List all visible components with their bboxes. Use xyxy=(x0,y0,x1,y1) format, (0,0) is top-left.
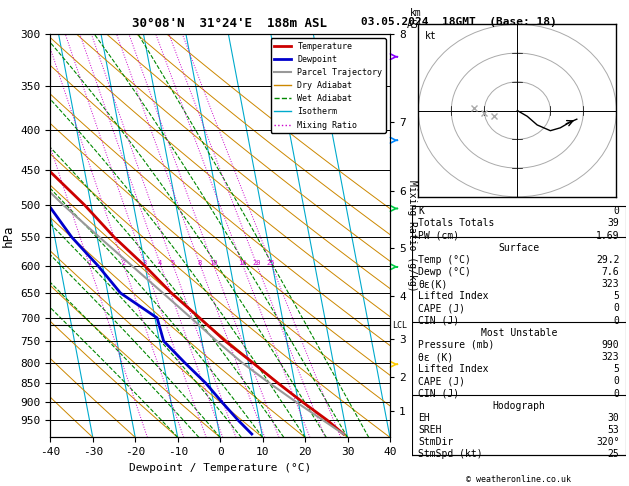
Text: 5: 5 xyxy=(613,364,620,374)
Text: K: K xyxy=(418,206,425,216)
Text: LCL: LCL xyxy=(392,320,407,330)
X-axis label: Dewpoint / Temperature (°C): Dewpoint / Temperature (°C) xyxy=(129,463,311,473)
Text: 323: 323 xyxy=(602,279,620,289)
Legend: Temperature, Dewpoint, Parcel Trajectory, Dry Adiabat, Wet Adiabat, Isotherm, Mi: Temperature, Dewpoint, Parcel Trajectory… xyxy=(271,38,386,133)
Text: 1.69: 1.69 xyxy=(596,230,620,241)
Text: kt: kt xyxy=(425,31,437,41)
Text: © weatheronline.co.uk: © weatheronline.co.uk xyxy=(467,474,571,484)
Y-axis label: hPa: hPa xyxy=(2,225,15,247)
Text: 30: 30 xyxy=(608,413,620,423)
Text: PW (cm): PW (cm) xyxy=(418,230,460,241)
Text: 20: 20 xyxy=(252,260,260,266)
Text: 323: 323 xyxy=(602,352,620,362)
Text: 10: 10 xyxy=(209,260,217,266)
Text: Surface: Surface xyxy=(498,243,540,253)
Text: CAPE (J): CAPE (J) xyxy=(418,377,465,386)
Text: Lifted Index: Lifted Index xyxy=(418,364,489,374)
Text: 0: 0 xyxy=(613,206,620,216)
Text: θε (K): θε (K) xyxy=(418,352,454,362)
Text: 0: 0 xyxy=(613,315,620,326)
Text: 5: 5 xyxy=(170,260,175,266)
Text: 03.05.2024  18GMT  (Base: 18): 03.05.2024 18GMT (Base: 18) xyxy=(361,17,557,27)
Text: CIN (J): CIN (J) xyxy=(418,315,460,326)
Text: 0: 0 xyxy=(613,377,620,386)
Text: km
ASL: km ASL xyxy=(406,8,425,30)
Text: CAPE (J): CAPE (J) xyxy=(418,303,465,313)
Text: 0: 0 xyxy=(613,389,620,399)
Text: Pressure (mb): Pressure (mb) xyxy=(418,340,495,350)
Text: 16: 16 xyxy=(238,260,247,266)
Text: 30°08'N  31°24'E  188m ASL: 30°08'N 31°24'E 188m ASL xyxy=(132,17,327,30)
Text: 0: 0 xyxy=(613,303,620,313)
Text: 29.2: 29.2 xyxy=(596,255,620,265)
Text: 3: 3 xyxy=(142,260,147,266)
Text: Dewp (°C): Dewp (°C) xyxy=(418,267,471,277)
Text: 8: 8 xyxy=(198,260,202,266)
Text: EH: EH xyxy=(418,413,430,423)
Text: SREH: SREH xyxy=(418,425,442,435)
Text: θε(K): θε(K) xyxy=(418,279,448,289)
Text: 25: 25 xyxy=(267,260,275,266)
Text: 39: 39 xyxy=(608,218,620,228)
Text: StmDir: StmDir xyxy=(418,437,454,447)
Text: Totals Totals: Totals Totals xyxy=(418,218,495,228)
Text: Temp (°C): Temp (°C) xyxy=(418,255,471,265)
Text: StmSpd (kt): StmSpd (kt) xyxy=(418,450,483,459)
Text: 7.6: 7.6 xyxy=(602,267,620,277)
Text: Lifted Index: Lifted Index xyxy=(418,291,489,301)
Text: Hodograph: Hodograph xyxy=(493,401,545,411)
Text: 990: 990 xyxy=(602,340,620,350)
Text: 320°: 320° xyxy=(596,437,620,447)
Text: CIN (J): CIN (J) xyxy=(418,389,460,399)
Y-axis label: Mixing Ratio (g/kg): Mixing Ratio (g/kg) xyxy=(407,180,417,292)
Text: 5: 5 xyxy=(613,291,620,301)
Text: 4: 4 xyxy=(158,260,162,266)
Text: 2: 2 xyxy=(121,260,125,266)
Text: Most Unstable: Most Unstable xyxy=(481,328,557,338)
Text: 53: 53 xyxy=(608,425,620,435)
Text: 25: 25 xyxy=(608,450,620,459)
Text: 1: 1 xyxy=(87,260,91,266)
